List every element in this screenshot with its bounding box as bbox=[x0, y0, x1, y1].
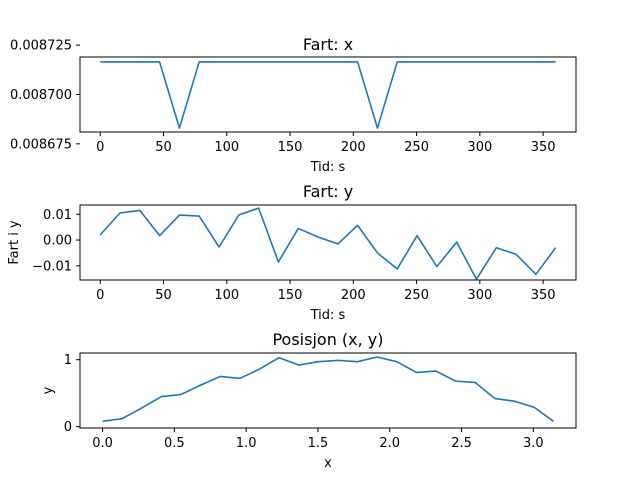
x-axis-label: Tid: s bbox=[310, 308, 346, 323]
chart-title: Fart: y bbox=[303, 182, 353, 201]
x-tick-label: 350 bbox=[531, 288, 556, 303]
x-tick-label: 200 bbox=[341, 288, 366, 303]
x-tick-label: 50 bbox=[155, 140, 172, 155]
plot-frame bbox=[79, 56, 577, 133]
x-tick-label: 200 bbox=[341, 140, 366, 155]
chart-title: Posisjon (x, y) bbox=[272, 330, 383, 349]
x-tick-label: 100 bbox=[214, 140, 239, 155]
x-tick-label: 0.5 bbox=[164, 436, 185, 451]
x-axis-label: x bbox=[324, 456, 332, 471]
series-line bbox=[100, 61, 556, 129]
x-tick-label: 250 bbox=[404, 140, 429, 155]
series-line bbox=[102, 356, 554, 423]
y-tick-label: −0.01 bbox=[32, 259, 72, 274]
y-tick-label: 0.008675 bbox=[10, 137, 72, 152]
x-tick-label: 2.0 bbox=[379, 436, 400, 451]
series-line bbox=[99, 207, 557, 281]
y-tick-label: 0.008700 bbox=[10, 88, 72, 103]
x-tick-label: 1.0 bbox=[236, 436, 257, 451]
x-tick-label: 0 bbox=[96, 140, 104, 155]
y-axis-label: y bbox=[41, 386, 56, 394]
x-tick-label: 1.5 bbox=[308, 436, 329, 451]
x-tick-label: 300 bbox=[467, 288, 492, 303]
chart-panel-2: 0 50 100 150 200 250 300 350 0.01 0.00 −0.01 Fart: … bbox=[7, 182, 577, 323]
chart-panel-1: 0 50 100 150 200 250 300 350 0.008725 0.008700 0.0… bbox=[10, 35, 577, 175]
y-tick-label: 1 bbox=[64, 353, 72, 368]
y-tick-label: 0.00 bbox=[43, 234, 72, 249]
x-tick-label: 0.0 bbox=[92, 436, 113, 451]
x-tick-label: 350 bbox=[531, 140, 556, 155]
x-tick-label: 300 bbox=[467, 140, 492, 155]
y-tick-label: 0.008725 bbox=[10, 39, 72, 54]
x-tick-label: 50 bbox=[155, 288, 172, 303]
plot-frame bbox=[79, 352, 577, 429]
y-tick-label: 0.01 bbox=[43, 208, 72, 223]
chart-panel-3: 0.0 0.5 1.0 1.5 2.0 2.5 3.0 1 0 Posisjon (x, y) x y bbox=[41, 330, 577, 471]
x-tick-label: 150 bbox=[278, 288, 303, 303]
plot-frame bbox=[79, 204, 577, 281]
x-tick-label: 150 bbox=[278, 140, 303, 155]
y-tick-label: 0 bbox=[64, 420, 72, 435]
x-tick-label: 3.0 bbox=[523, 436, 544, 451]
x-tick-label: 0 bbox=[96, 288, 104, 303]
x-tick-label: 250 bbox=[404, 288, 429, 303]
x-axis-label: Tid: s bbox=[310, 160, 346, 175]
x-tick-label: 2.5 bbox=[451, 436, 472, 451]
chart-title: Fart: x bbox=[303, 35, 353, 54]
y-axis-label: Fart i y bbox=[7, 220, 22, 265]
x-tick-label: 100 bbox=[214, 288, 239, 303]
